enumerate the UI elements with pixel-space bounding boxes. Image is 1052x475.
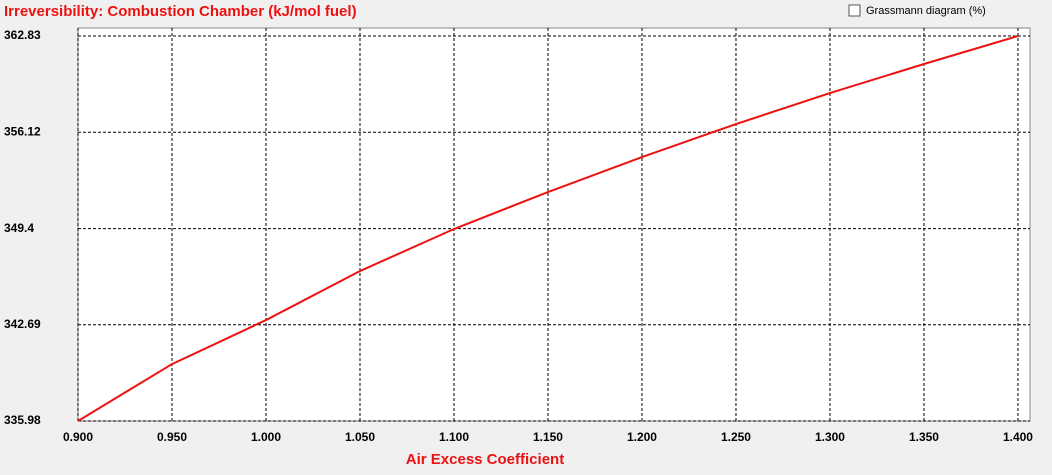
y-tick-label: 362.83	[4, 28, 41, 42]
x-tick-label: 1.350	[909, 430, 939, 444]
line-series	[77, 35, 1019, 422]
chart-title: Irreversibility: Combustion Chamber (kJ/…	[4, 3, 357, 20]
y-tick-label: 335.98	[4, 413, 41, 427]
x-axis-label: Air Excess Coefficient	[406, 451, 564, 468]
x-tick-label: 1.200	[627, 430, 657, 444]
x-tick-label: 1.250	[721, 430, 751, 444]
plot-area	[77, 27, 1031, 422]
x-tick-label: 1.400	[1003, 430, 1033, 444]
x-tick-label: 1.000	[251, 430, 281, 444]
x-tick-label: 0.900	[63, 430, 93, 444]
x-tick-label: 1.300	[815, 430, 845, 444]
x-tick-label: 1.100	[439, 430, 469, 444]
x-tick-label: 1.050	[345, 430, 375, 444]
checkbox[interactable]	[848, 4, 861, 17]
checkbox-label[interactable]: Grassmann diagram (%)	[866, 5, 986, 17]
y-tick-label: 356.12	[4, 124, 41, 138]
x-tick-label: 0.950	[157, 430, 187, 444]
y-tick-label: 349.4	[4, 221, 34, 235]
x-tick-label: 1.150	[533, 430, 563, 444]
y-tick-label: 342.69	[4, 317, 41, 331]
